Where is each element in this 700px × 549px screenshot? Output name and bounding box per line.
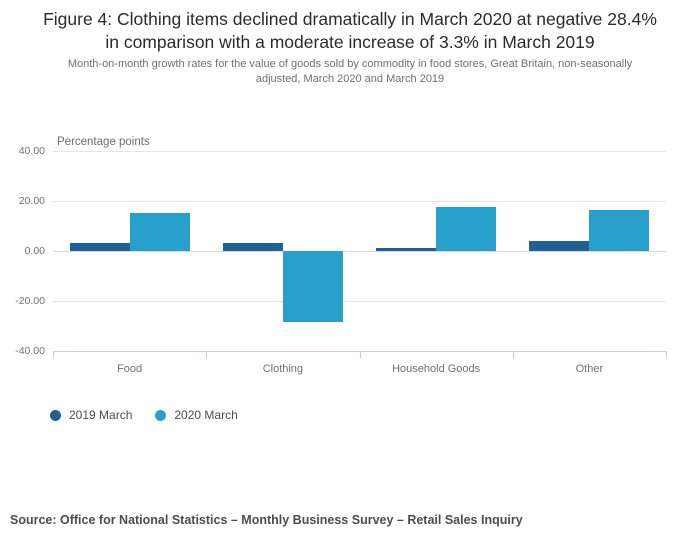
y-axis-title: Percentage points: [57, 136, 150, 148]
bar-2019-march[interactable]: [222, 242, 283, 251]
gridline: [53, 251, 666, 252]
y-axis-tick-label: 20.00: [18, 195, 45, 207]
x-axis-tick: [53, 351, 54, 359]
bar-2020-march[interactable]: [282, 251, 343, 322]
y-axis-tick-label: 40.00: [18, 145, 45, 157]
x-axis-tick: [206, 351, 208, 359]
gridline: [53, 201, 666, 202]
x-axis-category-label: Other: [575, 363, 604, 375]
figure-title: Figure 4: Clothing items declined dramat…: [43, 9, 657, 52]
legend-item-2019-march[interactable]: 2019 March: [50, 408, 132, 422]
y-axis-tick-label: 0.00: [24, 245, 45, 257]
x-axis-tick: [512, 351, 514, 359]
legend-marker-icon: [155, 409, 167, 421]
x-axis-tick: [666, 351, 667, 359]
bar-2020-march[interactable]: [129, 212, 190, 251]
x-axis-category-label: Food: [117, 363, 143, 375]
legend-marker-icon: [50, 409, 61, 421]
bar-2020-march[interactable]: [436, 207, 497, 251]
x-axis-category-label: Clothing: [262, 363, 304, 375]
bar-2019-march[interactable]: [69, 243, 130, 251]
y-axis-tick-label: -40.00: [15, 345, 45, 357]
source-note: Source: Office for National Statistics –…: [10, 513, 523, 527]
gridline: [53, 151, 666, 152]
legend: 2019 March 2020 March: [50, 408, 238, 422]
figure-subtitle: Month-on-month growth rates for the valu…: [67, 58, 633, 85]
legend-label: 2019 March: [69, 408, 133, 422]
y-axis-tick-label: -20.00: [15, 295, 45, 307]
bar-2020-march[interactable]: [589, 210, 650, 251]
bar-2019-march[interactable]: [376, 248, 437, 251]
x-axis-category-label: Household Goods: [392, 363, 481, 375]
x-axis-tick: [359, 351, 361, 359]
legend-label: 2020 March: [174, 408, 238, 422]
legend-item-2020-march[interactable]: 2020 March: [155, 408, 238, 422]
bar-2019-march[interactable]: [529, 240, 590, 251]
gridline: [53, 301, 666, 302]
